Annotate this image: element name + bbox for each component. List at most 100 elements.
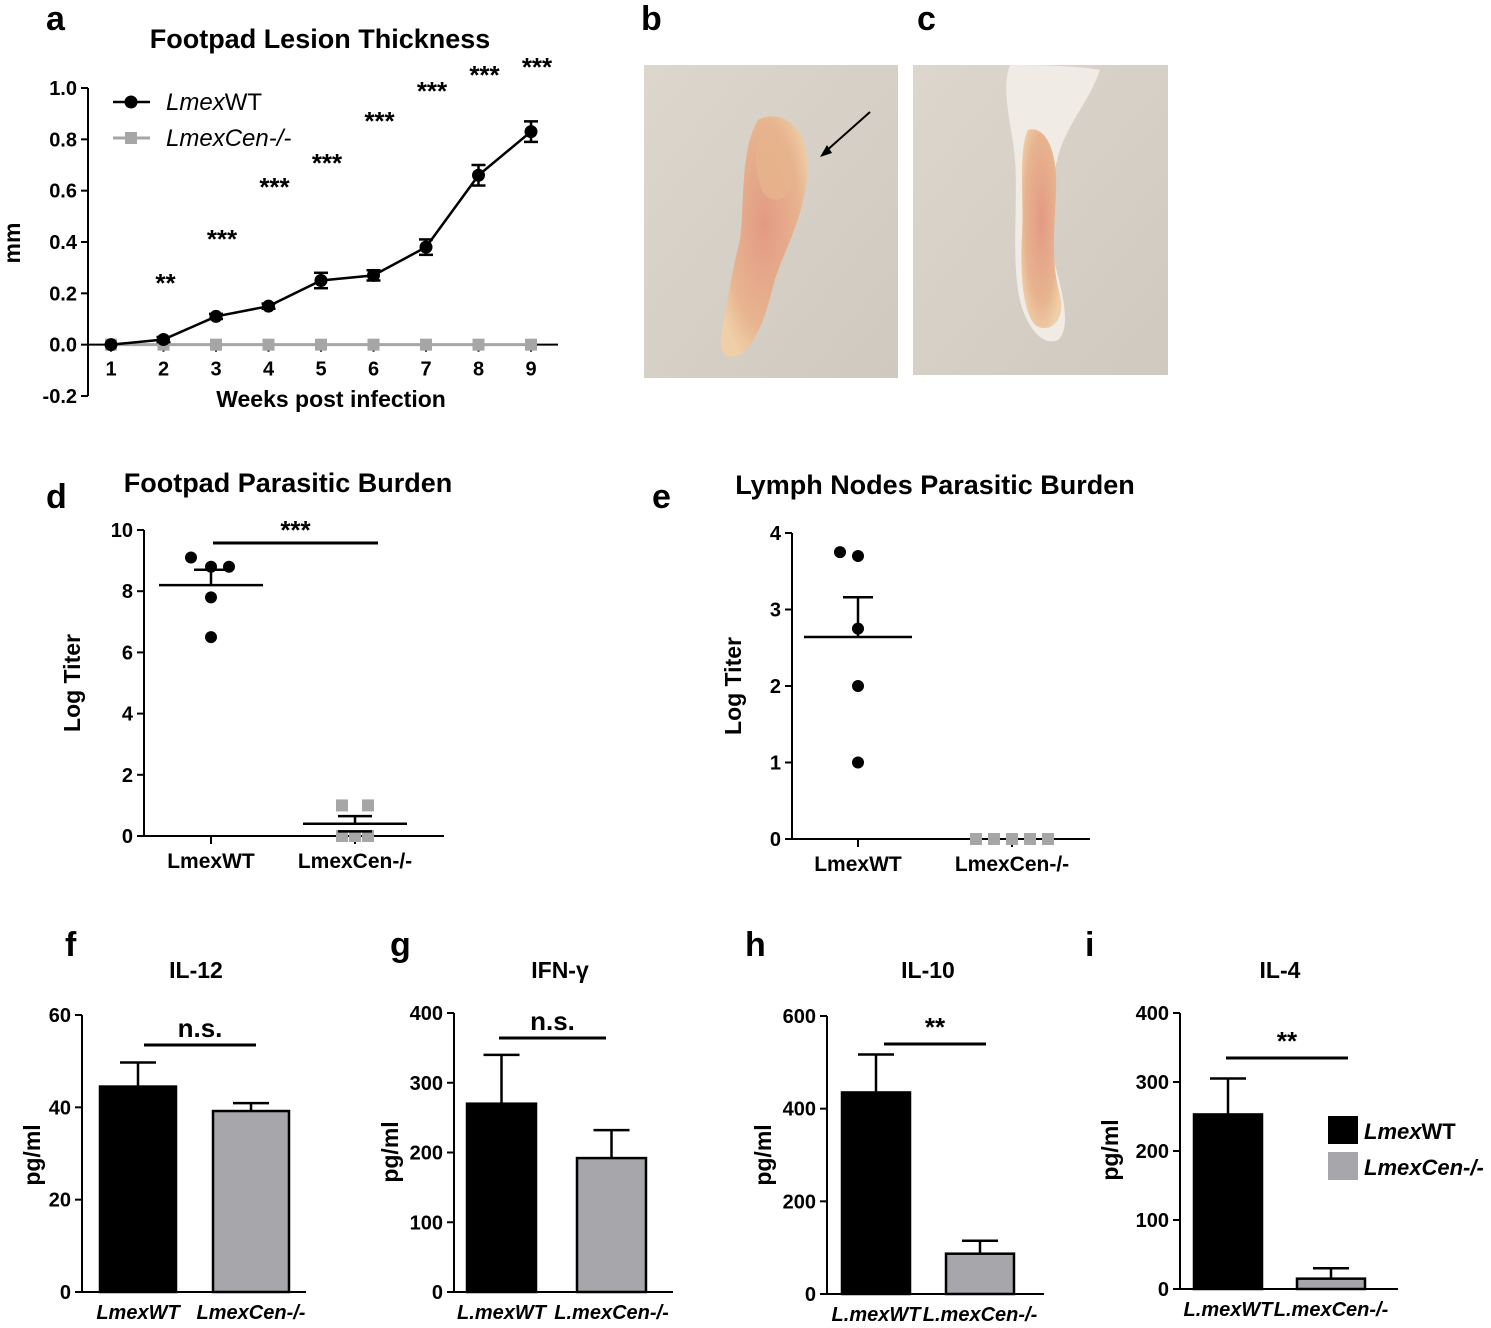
panel-label-a: a xyxy=(46,0,66,38)
chart-d-ytick-label: 4 xyxy=(122,704,134,726)
chart-g-bar xyxy=(465,1102,538,1294)
chart-f-bar xyxy=(211,1109,291,1294)
chart-h-ytick-label: 600 xyxy=(783,1006,816,1028)
chart-e-point xyxy=(834,546,846,559)
chart-d-significance-label: *** xyxy=(280,515,311,545)
chart-g-category-label: L.mexCen-/- xyxy=(554,1302,669,1324)
chart-a-legend-wt-label: LmexWT xyxy=(166,89,262,116)
panel-label-b: b xyxy=(641,0,662,38)
chart-a-title: Footpad Lesion Thickness xyxy=(150,24,491,54)
chart-a-ylabel: mm xyxy=(0,223,25,264)
chart-e-ylabel: Log Titer xyxy=(720,637,746,735)
chart-f-category-label: LmexCen-/- xyxy=(197,1302,306,1324)
chart-d-point xyxy=(185,551,197,564)
chart-a-xtick-label: 5 xyxy=(315,359,326,381)
chart-i-ytick-label: 200 xyxy=(1136,1141,1169,1163)
chart-a-significance: *** xyxy=(312,148,343,178)
chart-i-ytick-label: 300 xyxy=(1136,1072,1169,1094)
panel-label-i: i xyxy=(1085,926,1094,964)
chart-a-cen-point xyxy=(472,338,485,351)
chart-e-ytick-label: 0 xyxy=(770,829,781,851)
chart-a-legend-wt-plain: WT xyxy=(225,89,263,116)
chart-i-legend-label: LmexWT xyxy=(1364,1119,1456,1144)
chart-e-point xyxy=(970,833,982,845)
chart-d-footpad-burden: 0 2 4 6 8 10 LmexWT LmexCen-/- *** xyxy=(111,515,444,873)
chart-e-point xyxy=(852,680,864,692)
chart-i-legend-plain: WT xyxy=(1421,1119,1456,1144)
chart-d-ytick-label: 8 xyxy=(122,581,133,603)
chart-a-wt-point xyxy=(524,125,538,139)
chart-i-legend-label: LmexCen-/- xyxy=(1364,1155,1484,1180)
chart-g-ylabel: pg/ml xyxy=(377,1121,403,1182)
chart-e-title: Lymph Nodes Parasitic Burden xyxy=(735,470,1135,500)
chart-d-point xyxy=(205,631,217,644)
chart-f-title: IL-12 xyxy=(169,957,223,983)
photo-b xyxy=(644,65,898,378)
chart-h-category-label: L.mexCen-/- xyxy=(923,1304,1038,1326)
chart-d-point xyxy=(362,830,374,842)
chart-g-title: IFN-γ xyxy=(531,957,589,983)
chart-a-xtick-label: 9 xyxy=(525,359,536,381)
chart-f-ytick-label: 20 xyxy=(49,1190,71,1212)
chart-i-category-label: L.mexCen-/- xyxy=(1274,1299,1389,1321)
chart-a-cen-point xyxy=(367,338,380,351)
chart-a-xtick-label: 4 xyxy=(263,359,275,381)
chart-a-wt-point xyxy=(209,309,223,323)
chart-e-category-label: LmexCen-/- xyxy=(955,853,1069,876)
chart-h-ytick-label: 0 xyxy=(805,1284,816,1306)
chart-g-ytick-label: 200 xyxy=(410,1143,443,1165)
chart-f-ylabel: pg/ml xyxy=(19,1124,45,1185)
chart-a-legend-cen-marker xyxy=(125,132,137,144)
chart-a-xtick-label: 1 xyxy=(105,359,116,381)
chart-f-ytick-label: 60 xyxy=(49,1005,71,1027)
chart-a-wt-point xyxy=(314,274,328,287)
chart-i-ytick-label: 0 xyxy=(1158,1279,1169,1301)
chart-d-point xyxy=(336,830,348,842)
chart-i-legend-italic: Lmex xyxy=(1364,1119,1422,1144)
chart-d-ytick-label: 2 xyxy=(122,765,133,787)
chart-i-bar xyxy=(1192,1113,1264,1291)
chart-a-cen-point xyxy=(210,338,222,351)
chart-e-point xyxy=(1006,833,1018,845)
chart-a-significance: *** xyxy=(364,106,395,136)
chart-f-bar xyxy=(98,1085,178,1294)
panel-label-g: g xyxy=(390,926,411,964)
chart-e-point xyxy=(1024,833,1036,845)
chart-e-ytick-label: 2 xyxy=(770,676,781,698)
chart-g-ytick-label: 400 xyxy=(410,1003,443,1025)
photo-c xyxy=(913,65,1168,375)
chart-h-ytick-label: 200 xyxy=(783,1191,816,1213)
chart-a-legend-wt-marker xyxy=(124,95,138,109)
chart-e-point xyxy=(852,549,864,562)
chart-a-ytick-label: 1.0 xyxy=(49,78,77,100)
chart-d-title: Footpad Parasitic Burden xyxy=(124,468,453,498)
chart-a-xtick-label: 3 xyxy=(210,359,221,381)
chart-f-category-label: LmexWT xyxy=(96,1302,181,1324)
chart-a-xtick-label: 7 xyxy=(420,359,431,381)
chart-a-cen-point xyxy=(262,338,275,351)
chart-d-ytick-label: 10 xyxy=(111,520,133,542)
chart-g-bar xyxy=(575,1156,648,1294)
chart-a-ytick-label: 0.8 xyxy=(49,129,77,151)
chart-i-bar xyxy=(1295,1277,1367,1291)
chart-d-point xyxy=(205,591,217,604)
chart-a-ytick-label: 0.2 xyxy=(49,283,77,305)
chart-d-ytick-label: 6 xyxy=(122,642,133,664)
chart-f-ytick-label: 40 xyxy=(49,1097,71,1119)
chart-a-wt-point xyxy=(419,240,433,254)
chart-g-ytick-label: 100 xyxy=(410,1212,443,1234)
chart-i-ylabel: pg/ml xyxy=(1097,1119,1123,1180)
chart-f-il12: 0 20 40 60 LmexWT LmexCen-/- n.s. xyxy=(49,1005,306,1324)
chart-a-significance: *** xyxy=(259,172,290,202)
chart-g-ytick-label: 300 xyxy=(410,1073,443,1095)
chart-a-significance: *** xyxy=(522,52,553,82)
chart-g-category-label: L.mexWT xyxy=(457,1302,548,1324)
lesion-icon xyxy=(755,134,793,200)
chart-h-title: IL-10 xyxy=(901,957,955,983)
uninfected-footpad-icon xyxy=(1021,129,1062,329)
chart-a-legend-cen-label: LmexCen-/- xyxy=(166,125,291,152)
arrow-line xyxy=(824,111,871,153)
chart-e-ytick-label: 3 xyxy=(770,600,781,622)
